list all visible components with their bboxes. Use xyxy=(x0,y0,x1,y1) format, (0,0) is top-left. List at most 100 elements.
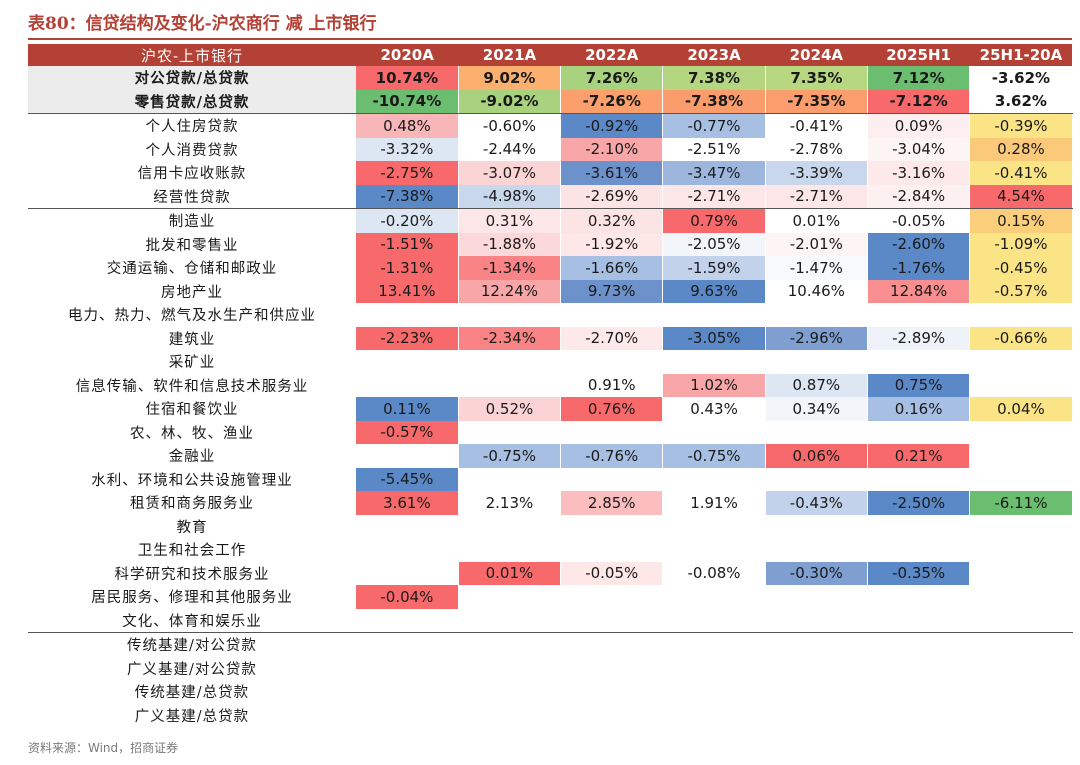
value-cell xyxy=(867,632,971,657)
value-cell xyxy=(560,514,664,538)
table-row: 交通运输、仓储和邮政业 -1.31% -1.34% -1.66% -1.59% -1.47… xyxy=(28,256,1073,280)
value-cell: 0.75% xyxy=(867,373,971,397)
value-cell: 0.91% xyxy=(560,373,664,397)
value-cell: 4.54% xyxy=(969,184,1073,209)
value-cell: -1.47% xyxy=(765,256,868,280)
value-cell xyxy=(356,608,459,633)
value-cell xyxy=(969,303,1073,327)
table-title: 表80：信贷结构及变化-沪农商行 减 上市银行 xyxy=(28,14,377,34)
value-cell xyxy=(458,514,562,538)
value-cell xyxy=(560,632,664,657)
value-cell: -2.51% xyxy=(662,137,766,161)
value-cell: 0.01% xyxy=(458,561,562,585)
row-label: 经营性贷款 xyxy=(28,184,356,209)
table-row: 房地产业 13.41% 12.24% 9.73% 9.63% 10.46% 12.84% -0… xyxy=(28,279,1073,303)
value-cell xyxy=(765,350,868,374)
value-cell: 0.28% xyxy=(969,137,1073,161)
value-cell: -0.04% xyxy=(356,585,459,609)
value-cell: -0.30% xyxy=(765,561,868,585)
value-cell: -0.77% xyxy=(662,113,766,138)
value-cell xyxy=(765,467,868,491)
value-cell xyxy=(560,703,664,727)
value-cell xyxy=(867,350,971,374)
value-cell: 7.12% xyxy=(867,66,971,90)
row-label: 水利、环境和公共设施管理业 xyxy=(91,472,293,489)
value-cell: -3.39% xyxy=(765,161,868,185)
row-label: 对公贷款/总贷款 xyxy=(28,66,356,90)
value-cell xyxy=(458,420,562,444)
table-row: 金融业 -0.75% -0.76% -0.75% 0.06% 0.21% xyxy=(28,444,1073,468)
value-cell: -2.71% xyxy=(765,184,868,209)
table-row: 对公贷款/总贷款 10.74% 9.02% 7.26% 7.38% 7.35% 7.12% -… xyxy=(28,66,1073,90)
value-cell: 9.63% xyxy=(662,279,766,303)
value-cell: -0.43% xyxy=(765,491,868,515)
value-cell xyxy=(867,467,971,491)
value-cell: 0.04% xyxy=(969,397,1073,421)
value-cell xyxy=(560,303,664,327)
value-cell: -3.61% xyxy=(560,161,664,185)
row-label: 批发和零售业 xyxy=(145,237,239,254)
value-cell xyxy=(765,303,868,327)
table-row: 零售贷款/总贷款 -10.74% -9.02% -7.26% -7.38% -7.35% -… xyxy=(28,89,1073,114)
table-row: 租赁和商务服务业 3.61% 2.13% 2.85% 1.91% -0.43% -2.50%… xyxy=(28,491,1073,515)
value-cell xyxy=(560,585,664,609)
value-cell: -3.05% xyxy=(662,326,766,350)
value-cell: -0.45% xyxy=(969,256,1073,280)
value-cell: -7.38% xyxy=(356,184,459,209)
header-2023a: 2023A xyxy=(662,44,766,66)
value-cell xyxy=(969,561,1073,585)
value-cell xyxy=(662,703,766,727)
value-cell: -2.70% xyxy=(560,326,664,350)
value-cell: -10.74% xyxy=(356,89,459,114)
value-cell xyxy=(867,303,971,327)
value-cell: -2.96% xyxy=(765,326,868,350)
value-cell xyxy=(867,608,971,633)
value-cell: 7.26% xyxy=(560,66,664,90)
value-cell xyxy=(867,514,971,538)
value-cell xyxy=(765,656,868,680)
value-cell: 0.09% xyxy=(867,113,971,138)
value-cell: 7.38% xyxy=(662,66,766,90)
value-cell xyxy=(356,373,459,397)
value-cell xyxy=(969,680,1073,704)
header-2025h1: 2025H1 xyxy=(867,44,970,66)
value-cell: 0.34% xyxy=(765,397,868,421)
value-cell xyxy=(969,420,1073,444)
value-cell: 0.01% xyxy=(765,208,868,233)
row-label: 个人住房贷款 xyxy=(145,119,239,136)
value-cell xyxy=(356,303,459,327)
value-cell: -0.57% xyxy=(969,279,1073,303)
value-cell xyxy=(458,373,562,397)
value-cell: -0.41% xyxy=(765,113,868,138)
value-cell xyxy=(765,632,868,657)
row-label: 教育 xyxy=(176,519,208,536)
value-cell: -3.47% xyxy=(662,161,766,185)
value-cell xyxy=(969,632,1073,657)
value-cell: -9.02% xyxy=(458,89,562,114)
value-cell: 0.52% xyxy=(458,397,562,421)
row-label: 广义基建/对公贷款 xyxy=(127,661,257,678)
value-cell xyxy=(765,538,868,562)
value-cell: -7.38% xyxy=(662,89,766,114)
table-row: 广义基建/总贷款 xyxy=(28,703,1073,727)
value-cell xyxy=(969,538,1073,562)
value-cell: -0.57% xyxy=(356,420,459,444)
row-label: 传统基建/对公贷款 xyxy=(127,638,257,655)
value-cell: -2.23% xyxy=(356,326,459,350)
value-cell: -7.26% xyxy=(560,89,664,114)
value-cell xyxy=(662,585,766,609)
table-row: 水利、环境和公共设施管理业 -5.45% xyxy=(28,467,1073,491)
value-cell: 0.21% xyxy=(867,444,971,468)
header-2021a: 2021A xyxy=(458,44,561,66)
table-row: 农、林、牧、渔业 -0.57% xyxy=(28,420,1073,444)
value-cell: 0.48% xyxy=(356,113,459,138)
value-cell xyxy=(765,514,868,538)
row-label: 制造业 xyxy=(168,214,216,231)
table-row: 文化、体育和娱乐业 xyxy=(28,608,1073,633)
value-cell: -2.05% xyxy=(662,232,766,256)
header-label: 沪农-上市银行 xyxy=(28,44,356,66)
value-cell: 12.84% xyxy=(867,279,971,303)
value-cell xyxy=(765,680,868,704)
value-cell xyxy=(969,350,1073,374)
value-cell: -1.66% xyxy=(560,256,664,280)
